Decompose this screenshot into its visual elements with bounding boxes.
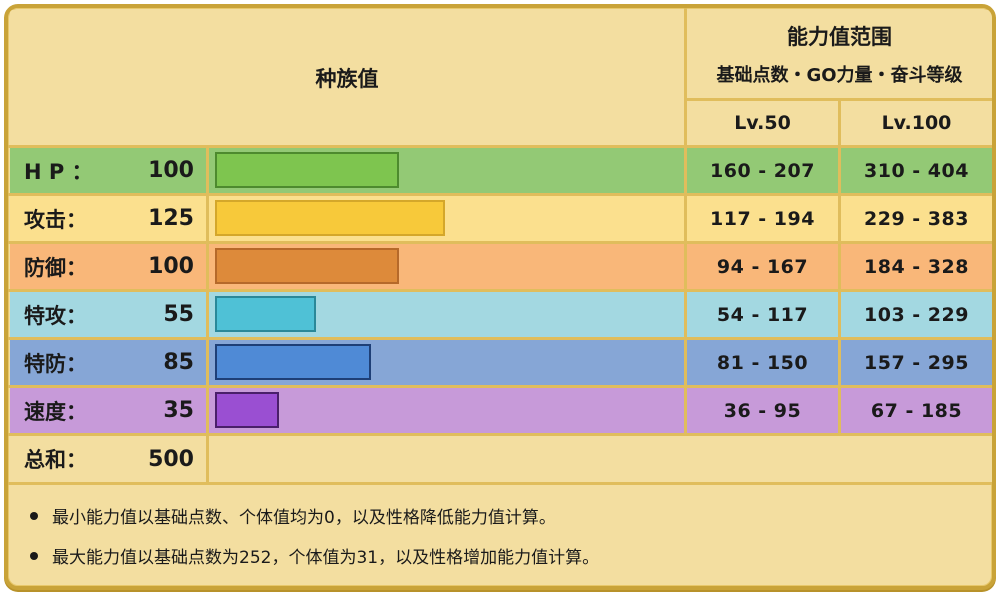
stat-range-header: 能力值范围 基础点数・GO力量・奋斗等级 [687, 10, 992, 98]
range-lv50-cell: 160 - 207 [687, 148, 838, 193]
stat-value: 85 [163, 350, 194, 375]
stats-panel: 种族值 能力值范围 基础点数・GO力量・奋斗等级 Lv.50 Lv.100 H … [4, 4, 996, 590]
total-row: 总和： 500 [10, 436, 206, 482]
divider [8, 241, 992, 244]
stat-value: 100 [148, 254, 194, 279]
range-lv100-cell: 184 - 328 [841, 244, 992, 289]
note-text: 最小能力值以基础点数、个体值均为0，以及性格降低能力值计算。 [52, 508, 556, 528]
stat-bar [215, 200, 445, 236]
stat-value: 125 [148, 206, 194, 231]
divider [8, 145, 992, 148]
range-lv100-cell: 103 - 229 [841, 292, 992, 337]
range-lv50: 94 - 167 [716, 255, 809, 278]
stat-bar-cell [209, 148, 684, 193]
divider [8, 193, 992, 196]
lv50-label: Lv.50 [734, 112, 791, 134]
divider [8, 385, 992, 388]
divider [8, 482, 992, 485]
stat-bar-cell [209, 244, 684, 289]
stat-bar [215, 152, 399, 188]
stat-name: 特攻： [24, 303, 87, 328]
divider [8, 289, 992, 292]
stat-label-cell: 特攻： 55 [10, 292, 206, 337]
range-lv50-cell: 81 - 150 [687, 340, 838, 385]
range-lv100: 157 - 295 [864, 351, 969, 374]
stat-bar-cell [209, 292, 684, 337]
range-lv50-cell: 36 - 95 [687, 388, 838, 433]
range-lv100-cell: 310 - 404 [841, 148, 992, 193]
divider [684, 8, 687, 436]
stat-label-cell: 速度： 35 [10, 388, 206, 433]
range-lv100-cell: 157 - 295 [841, 340, 992, 385]
range-lv50-cell: 117 - 194 [687, 196, 838, 241]
divider [8, 337, 992, 340]
stat-name: H P ： [24, 159, 93, 184]
stat-value: 35 [163, 398, 194, 423]
range-lv100: 184 - 328 [864, 255, 969, 278]
bullet-icon [30, 551, 38, 560]
lv100-header: Lv.100 [841, 101, 992, 145]
range-lv50: 81 - 150 [716, 351, 809, 374]
stat-bar [215, 248, 399, 284]
total-label: 总和： [24, 448, 87, 472]
note-min: 最小能力值以基础点数、个体值均为0，以及性格降低能力值计算。 [30, 503, 556, 528]
lv50-header: Lv.50 [687, 101, 838, 145]
range-lv100: 229 - 383 [864, 207, 969, 230]
stat-name: 速度： [24, 399, 87, 424]
stat-bar [215, 296, 316, 332]
range-lv50-cell: 94 - 167 [687, 244, 838, 289]
stat-range-subtitle: 基础点数・GO力量・奋斗等级 [716, 65, 963, 86]
total-value: 500 [148, 446, 194, 472]
range-lv50: 36 - 95 [723, 399, 802, 422]
stat-name: 防御： [24, 255, 87, 280]
note-max: 最大能力值以基础点数为252，个体值为31，以及性格增加能力值计算。 [30, 543, 599, 568]
range-lv50: 54 - 117 [716, 303, 809, 326]
divider [206, 145, 209, 482]
range-lv100-cell: 229 - 383 [841, 196, 992, 241]
base-stats-header: 种族值 [10, 10, 684, 145]
range-lv50-cell: 54 - 117 [687, 292, 838, 337]
stat-label-cell: 防御： 100 [10, 244, 206, 289]
stat-range-title: 能力值范围 [787, 25, 892, 49]
range-lv100: 67 - 185 [870, 399, 963, 422]
stat-bar-cell [209, 388, 684, 433]
lv100-label: Lv.100 [881, 112, 952, 134]
stat-bar [215, 392, 279, 428]
stat-label-cell: H P ： 100 [10, 148, 206, 193]
range-lv50: 160 - 207 [710, 159, 815, 182]
stat-bar-cell [209, 196, 684, 241]
bullet-icon [30, 511, 38, 520]
note-text: 最大能力值以基础点数为252，个体值为31，以及性格增加能力值计算。 [52, 548, 600, 568]
stat-bar [215, 344, 371, 380]
range-lv100-cell: 67 - 185 [841, 388, 992, 433]
stat-name: 攻击： [24, 207, 87, 232]
stat-bar-cell [209, 340, 684, 385]
stat-value: 100 [148, 158, 194, 183]
stat-label-cell: 攻击： 125 [10, 196, 206, 241]
range-lv100: 310 - 404 [864, 159, 969, 182]
divider [838, 98, 841, 436]
range-lv100: 103 - 229 [864, 303, 969, 326]
total-empty [209, 436, 992, 482]
divider [8, 433, 992, 436]
range-lv50: 117 - 194 [710, 207, 815, 230]
base-stats-title: 种族值 [315, 66, 379, 91]
stat-name: 特防： [24, 351, 87, 376]
stat-label-cell: 特防： 85 [10, 340, 206, 385]
stat-value: 55 [163, 302, 194, 327]
